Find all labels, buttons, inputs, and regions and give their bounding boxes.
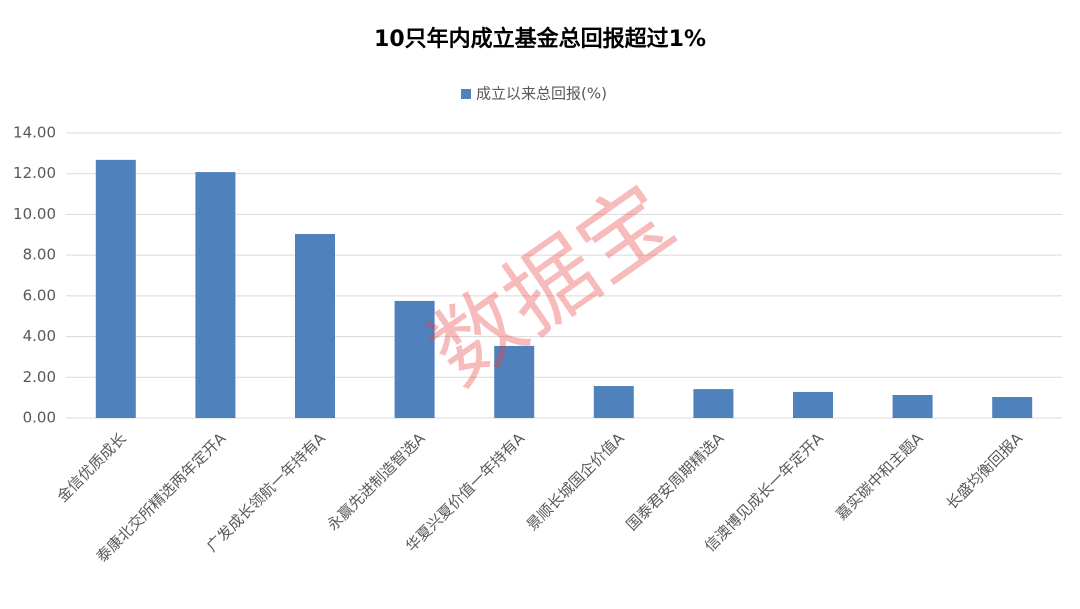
x-tick-label: 金信优质成长 (53, 429, 129, 505)
bar (892, 394, 933, 418)
bar (295, 233, 335, 418)
y-tick-label: 10.00 (13, 205, 56, 223)
bar (394, 300, 435, 418)
x-tick-label: 景顺长城国企价值A (523, 429, 628, 534)
bar (593, 386, 634, 418)
y-tick-label: 12.00 (13, 164, 56, 182)
legend-swatch (461, 89, 471, 99)
y-tick-label: 14.00 (13, 124, 56, 142)
y-tick-label: 2.00 (23, 368, 56, 386)
chart-title: 10只年内成立基金总回报超过1% (374, 26, 706, 52)
x-tick-label: 国泰君安周期精选A (623, 429, 728, 534)
bar (195, 172, 236, 418)
watermark: 数据宝 (411, 165, 692, 406)
bar (992, 397, 1033, 418)
x-tick-label: 永赢先进制造智选A (324, 429, 429, 534)
y-tick-label: 8.00 (23, 246, 56, 264)
y-tick-label: 4.00 (23, 327, 56, 345)
y-tick-label: 6.00 (23, 286, 56, 304)
x-tick-label: 嘉实碳中和主题A (832, 429, 927, 524)
x-tick-label: 长盛均衡回报A (943, 429, 1027, 513)
bar (693, 389, 734, 418)
bar (793, 391, 833, 418)
bar (494, 345, 535, 418)
y-tick-label: 0.00 (23, 409, 56, 427)
bar (95, 159, 136, 418)
legend-label: 成立以来总回报(%) (476, 85, 607, 103)
